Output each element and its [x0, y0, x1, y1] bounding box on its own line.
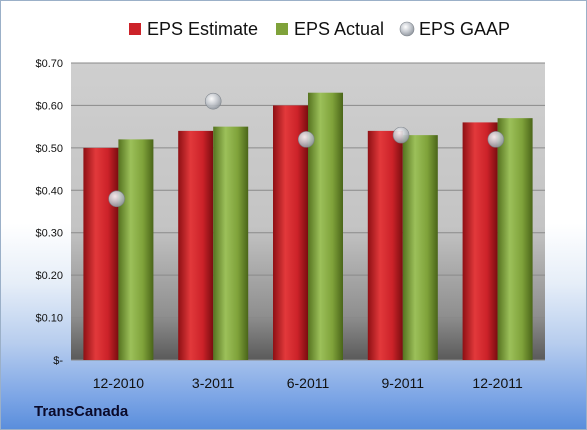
- legend-swatch-eps-gaap: [399, 21, 415, 37]
- y-axis: $- $0.10 $0.20 $0.30 $0.40 $0.50 $0.60 $0.70: [35, 58, 63, 367]
- marker-eps-gaap: [392, 126, 410, 144]
- bar-eps-actual: [118, 139, 154, 360]
- y-tick-label: $0.70: [35, 58, 63, 70]
- legend-label: EPS Actual: [294, 19, 384, 39]
- y-tick-label: $0.50: [35, 143, 63, 155]
- x-tick-label: 3-2011: [192, 375, 235, 391]
- marker-eps-gaap: [204, 92, 222, 110]
- marker-eps-gaap: [297, 131, 315, 148]
- x-tick-label: 6-2011: [287, 375, 330, 391]
- gaap-markers: [108, 92, 505, 208]
- bar-eps-actual: [402, 135, 438, 360]
- bars: [83, 92, 533, 361]
- marker-eps-gaap: [108, 190, 125, 208]
- y-tick-label: $0.30: [35, 228, 63, 240]
- bar-eps-estimate: [83, 147, 119, 360]
- y-tick-label: $0.20: [35, 270, 63, 282]
- x-tick-label: 12-2010: [93, 375, 145, 391]
- bar-eps-actual: [497, 118, 533, 361]
- bar-eps-estimate: [178, 130, 214, 360]
- legend-label: EPS Estimate: [147, 19, 258, 39]
- y-tick-label: $-: [53, 355, 63, 367]
- company-name: TransCanada: [34, 403, 129, 420]
- bar-eps-estimate: [367, 130, 403, 360]
- marker-eps-gaap: [487, 131, 505, 148]
- y-tick-label: $0.60: [35, 100, 63, 112]
- bar-eps-estimate: [273, 105, 308, 360]
- bar-eps-estimate: [462, 122, 498, 361]
- x-axis: 12-2010 3-2011 6-2011 9-2011 12-2011: [93, 375, 523, 391]
- y-tick-label: $0.10: [35, 313, 63, 325]
- legend-label: EPS GAAP: [419, 19, 510, 39]
- legend-swatch: [276, 23, 288, 35]
- legend-swatch: [129, 23, 141, 35]
- x-tick-label: 9-2011: [382, 375, 425, 391]
- y-tick-label: $0.40: [35, 185, 63, 197]
- bar-eps-actual: [308, 92, 343, 360]
- x-tick-label: 12-2011: [472, 375, 523, 391]
- bar-eps-actual: [213, 126, 249, 361]
- legend: EPS Estimate EPS Actual EPS GAAP: [129, 19, 510, 39]
